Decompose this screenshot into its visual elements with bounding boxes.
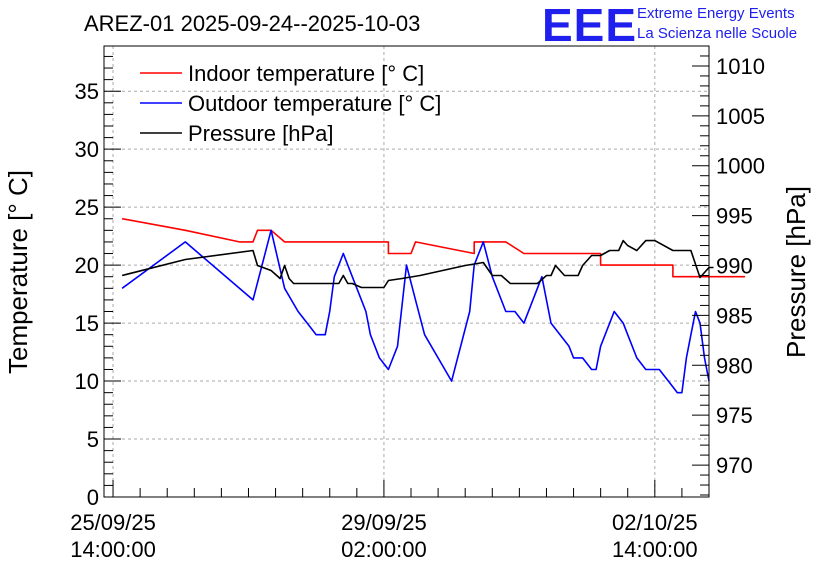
y-tick-label-left: 15 [75,311,99,336]
y-tick-label-left: 5 [87,427,99,452]
plot-frame [103,45,710,498]
plot-area [121,217,746,394]
y-tick-label-right: 970 [716,453,753,478]
x-axis: 25/09/2514:00:0029/09/2502:00:0002/10/25… [70,480,710,562]
legend-label-2: Outdoor temperature [° C] [188,91,441,116]
x-tick-label-date: 02/10/25 [612,510,698,535]
right-axis: 970 975 980 985 990 995 1000 1005 1010 [692,45,765,496]
y-axis-title-left: Temperature [° C] [3,170,33,374]
y-tick-label-left: 30 [75,137,99,162]
y-tick-label-left: 10 [75,369,99,394]
y-tick-label-left: 20 [75,253,99,278]
series-line-2 [121,229,710,394]
series-line-1 [121,217,746,278]
y-tick-label-right: 995 [716,204,753,229]
legend-label-3: Pressure [hPa] [188,121,334,146]
y-tick-label-right: 1005 [716,104,765,129]
y-tick-label-left: 35 [75,79,99,104]
y-tick-label-right: 975 [716,403,753,428]
x-tick-label-time: 14:00:00 [70,537,156,562]
x-tick-label-date: 25/09/25 [70,510,156,535]
logo-line-2: La Scienza nelle Scuole [637,25,797,42]
y-tick-label-right: 1010 [716,54,765,79]
x-tick-label-date: 29/09/25 [341,510,427,535]
logo-line-1: Extreme Energy Events [637,5,795,22]
y-tick-label-right: 980 [716,353,753,378]
y-tick-label-right: 990 [716,254,753,279]
left-axis: 0 5 10 15 20 25 30 35 [75,55,121,510]
logo-mark: EEE [542,0,637,51]
y-tick-label-right: 985 [716,303,753,328]
y-tick-label-left: 0 [87,485,99,510]
legend: Indoor temperature [° C] Outdoor temperat… [140,61,441,146]
y-tick-label-right: 1000 [716,154,765,179]
x-tick-label-time: 14:00:00 [612,537,698,562]
y-tick-label-left: 25 [75,195,99,220]
legend-label-1: Indoor temperature [° C] [188,61,424,86]
eee-logo: EEE Extreme Energy Events La Scienza nel… [542,0,797,51]
x-tick-label-time: 02:00:00 [341,537,427,562]
series-line-3 [121,239,714,289]
chart-title: AREZ-01 2025-09-24--2025-10-03 [84,11,420,36]
y-axis-title-right: Pressure [hPa] [781,186,811,358]
